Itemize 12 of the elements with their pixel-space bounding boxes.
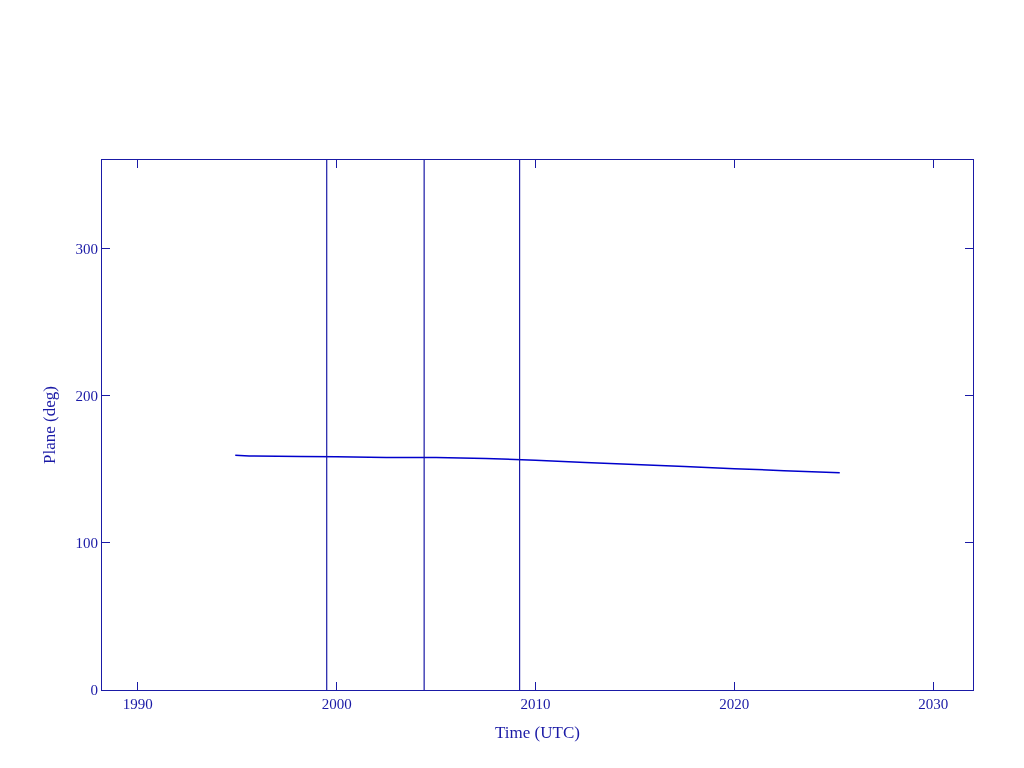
y-tick-label: 200 xyxy=(75,387,98,404)
y-tick-label: 0 xyxy=(90,682,98,699)
line-series xyxy=(234,454,841,474)
y-tick-label: 100 xyxy=(75,535,98,552)
x-axis-title: Time (UTC) xyxy=(495,723,580,743)
x-tick-label: 1990 xyxy=(122,696,153,712)
x-tick-label: 2010 xyxy=(520,696,551,712)
y-tick-label: 300 xyxy=(75,240,98,257)
x-tick-label: 2000 xyxy=(321,696,352,712)
y-axis-title: Plane (deg) xyxy=(40,386,60,464)
x-tick-label: 2030 xyxy=(918,696,949,712)
x-tick-label: 2020 xyxy=(719,696,750,712)
